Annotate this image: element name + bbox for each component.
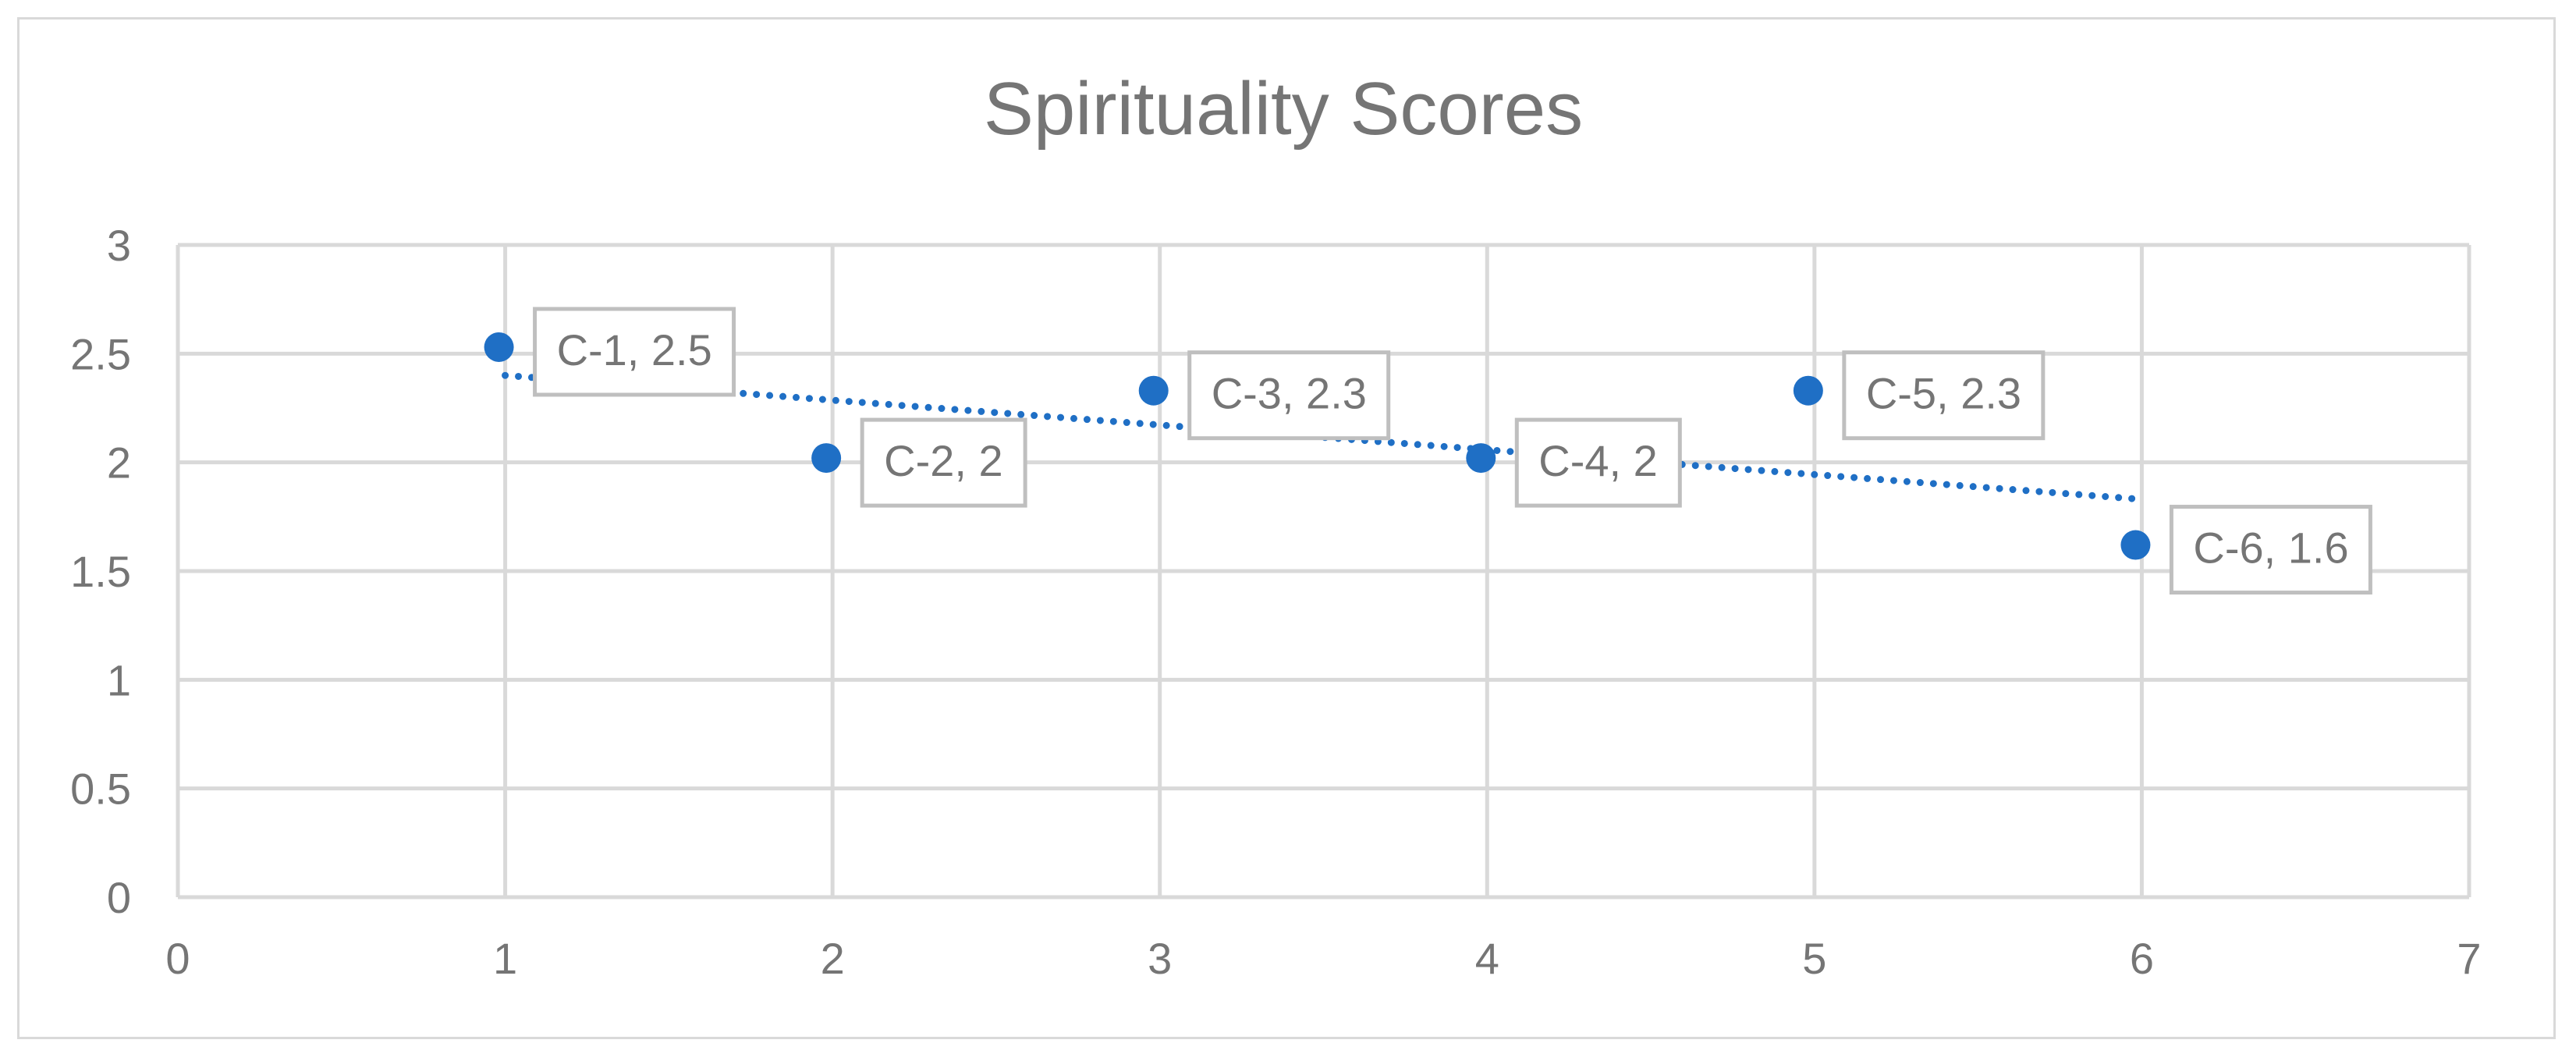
y-tick-label: 0.5 xyxy=(70,765,131,814)
data-label-text: C-1, 2.5 xyxy=(557,325,712,374)
data-points xyxy=(484,332,2151,560)
data-label-box xyxy=(533,307,736,397)
chart-frame xyxy=(17,17,2556,1039)
y-tick-label: 1.5 xyxy=(70,547,131,596)
tick-labels: 0 0.5 1 1.5 2 2.5 3 0 1 2 3 4 5 6 7 xyxy=(70,221,2481,983)
data-point xyxy=(1793,375,1823,406)
data-label-text: C-2, 2 xyxy=(884,436,1003,485)
data-label-box xyxy=(1187,350,1391,441)
x-tick-label: 0 xyxy=(165,934,190,983)
data-labels: C-1, 2.5 C-2, 2 C-3, 2.3 C-4, 2 C-5, 2.3 C-6,… xyxy=(533,307,2372,595)
data-label-text: C-3, 2.3 xyxy=(1212,369,1367,418)
data-label-box xyxy=(860,417,1027,508)
y-tick-label: 2.5 xyxy=(70,329,131,378)
data-point xyxy=(811,443,842,474)
data-point xyxy=(1466,443,1496,474)
y-tick-label: 2 xyxy=(107,438,131,488)
x-tick-label: 6 xyxy=(2130,934,2154,983)
x-tick-label: 5 xyxy=(1802,934,1826,983)
data-point xyxy=(1138,375,1169,406)
data-point xyxy=(484,332,514,362)
x-tick-label: 3 xyxy=(1148,934,1172,983)
chart-title: Spirituality Scores xyxy=(984,67,1583,151)
y-tick-label: 1 xyxy=(107,655,131,704)
data-label: C-4, 2 xyxy=(1514,417,1682,508)
x-tick-label: 1 xyxy=(493,934,517,983)
data-label-box xyxy=(1842,350,2046,441)
data-label: C-3, 2.3 xyxy=(1187,350,1391,441)
data-label-text: C-5, 2.3 xyxy=(1866,369,2021,418)
x-tick-label: 4 xyxy=(1475,934,1499,983)
data-label-box xyxy=(1514,417,1682,508)
data-label-box xyxy=(2169,505,2372,595)
y-tick-label: 0 xyxy=(107,873,131,922)
data-label: C-6, 1.6 xyxy=(2169,505,2372,595)
y-tick-label: 3 xyxy=(107,221,131,270)
data-label: C-5, 2.3 xyxy=(1842,350,2046,441)
x-tick-label: 2 xyxy=(821,934,845,983)
x-tick-label: 7 xyxy=(2457,934,2481,983)
data-point xyxy=(2120,530,2151,560)
data-label: C-2, 2 xyxy=(860,417,1027,508)
data-label-text: C-4, 2 xyxy=(1538,436,1657,485)
data-label-text: C-6, 1.6 xyxy=(2193,523,2348,573)
gridlines xyxy=(176,243,2471,897)
data-label: C-1, 2.5 xyxy=(533,307,736,397)
